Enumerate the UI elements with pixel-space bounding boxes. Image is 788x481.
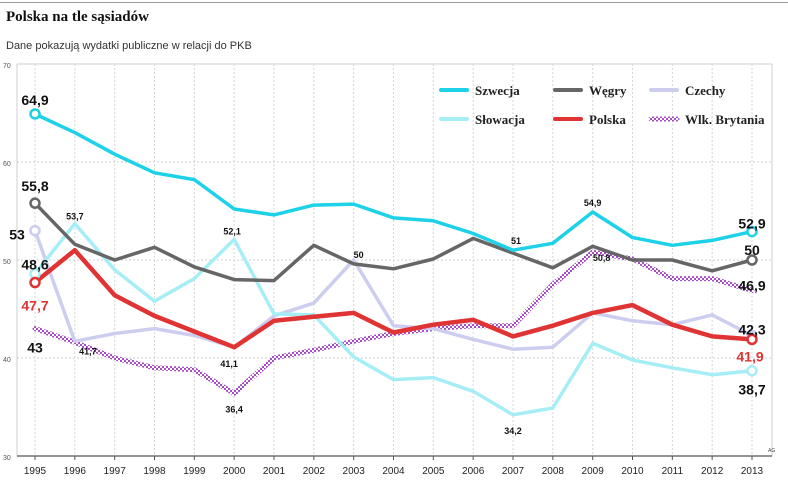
top-rule: [0, 2, 788, 3]
data-label-czechy-2013: 42,3: [738, 321, 765, 337]
chart-subtitle: Dane pokazują wydatki publiczne w relacj…: [6, 40, 252, 52]
x-tick-label: 1998: [143, 466, 166, 477]
data-label-szwecja-1995: 64,9: [21, 92, 48, 108]
endpoint-marker-wegry-2013: [746, 254, 758, 266]
endpoint-marker-polska-2013: [746, 333, 758, 346]
grid: [16, 63, 773, 456]
data-label-polska-1995: 47,7: [21, 298, 48, 314]
x-tick-label: 2004: [382, 466, 405, 477]
y-tick-label: 30: [3, 455, 11, 462]
series-line-wegry: [33, 201, 754, 283]
data-label-polska-2013: 41,9: [736, 348, 763, 364]
data-label-szwecja-2007: 51: [511, 236, 521, 246]
x-tick-label: 1995: [24, 466, 47, 477]
data-label-polska-2000: 41,1: [220, 359, 238, 369]
data-labels: 64,9 54,9 51 52,9 55,8 50 53 41,7 50 42,3 48,6 53,7…: [9, 92, 766, 436]
endpoint-marker-wegry-1995: [29, 197, 41, 209]
endpoint-marker-szwecja-1995: [29, 108, 41, 120]
endpoint-marker-polska-1995: [29, 276, 41, 289]
axes: 30 40 50 60 70 1995 1996 1997 1998 1999 2000 2001 20…: [3, 63, 772, 477]
endpoint-marker-szwecja-2013: [746, 225, 758, 238]
y-tick-label: 60: [3, 161, 11, 168]
x-tick-label: 2002: [303, 466, 326, 477]
data-label-slowacja-1996: 53,7: [66, 212, 84, 222]
x-tick-label: 2008: [542, 466, 565, 477]
credit-text: AG: [768, 448, 775, 454]
x-tick-label: 2000: [223, 466, 246, 477]
data-label-wegry-2013: 50: [744, 242, 760, 258]
legend-label-szwecja: Szwecja: [475, 83, 520, 98]
chart-title: Polska na tle sąsiadów: [6, 9, 149, 25]
x-tick-label: 2010: [621, 466, 644, 477]
y-tick-label: 70: [3, 63, 11, 70]
data-label-czechy-1996: 41,7: [79, 346, 97, 356]
endpoint-marker-slowacja-2013: [746, 364, 758, 377]
series-line-polska: [32, 247, 755, 350]
series-lines: [32, 112, 755, 417]
data-label-szwecja-2013: 52,9: [738, 216, 765, 232]
x-tick-label: 1997: [104, 466, 127, 477]
endpoint-markers: [29, 108, 758, 377]
series-line-czechy: [33, 228, 754, 351]
x-tick-label: 1999: [183, 466, 206, 477]
x-tick-label: 2012: [701, 466, 724, 477]
data-label-czechy-2003: 50: [354, 250, 364, 260]
x-tick-label: 2001: [263, 466, 286, 477]
legend-label-polska: Polska: [589, 112, 626, 127]
data-label-czechy-1995: 53: [9, 227, 25, 243]
data-label-slowacja-1995: 48,6: [21, 257, 48, 273]
legend-label-czechy: Czechy: [685, 83, 726, 98]
series-line-slowacja: [33, 221, 754, 417]
x-tick-label: 1996: [64, 466, 87, 477]
x-tick-label: 2009: [582, 466, 605, 477]
x-tick-label: 2005: [422, 466, 445, 477]
data-label-slowacja-2000: 52,1: [223, 226, 241, 236]
x-tick-label: 2011: [662, 466, 684, 477]
x-tick-label: 2013: [741, 466, 764, 477]
series-line-szwecja: [33, 112, 754, 252]
endpoint-marker-czechy-1995: [29, 224, 41, 237]
y-tick-label: 40: [3, 357, 11, 364]
x-tick-label: 2006: [462, 466, 485, 477]
legend: Szwecja Węgry Czechy Słowacja Polska Wlk. Bry…: [439, 83, 765, 127]
data-label-szwecja-2009: 54,9: [584, 198, 602, 208]
data-label-wlk-brytania-1995: 43: [27, 340, 43, 356]
data-label-wlk-brytania-2013: 46,9: [738, 277, 765, 293]
data-label-wlk-brytania-2000: 36,4: [225, 404, 243, 414]
data-label-slowacja-2007: 34,2: [504, 426, 522, 436]
data-label-wlk-brytania-2009: 50,8: [593, 253, 611, 263]
legend-label-wlk-brytania: Wlk. Brytania: [685, 112, 765, 127]
data-label-wegry-1995: 55,8: [21, 178, 48, 194]
legend-label-wegry: Węgry: [589, 83, 627, 98]
y-tick-label: 50: [3, 259, 11, 266]
x-tick-label: 2007: [502, 466, 525, 477]
legend-label-slowacja: Słowacja: [475, 112, 525, 127]
data-label-slowacja-2013: 38,7: [738, 382, 765, 398]
x-tick-label: 2003: [343, 466, 366, 477]
